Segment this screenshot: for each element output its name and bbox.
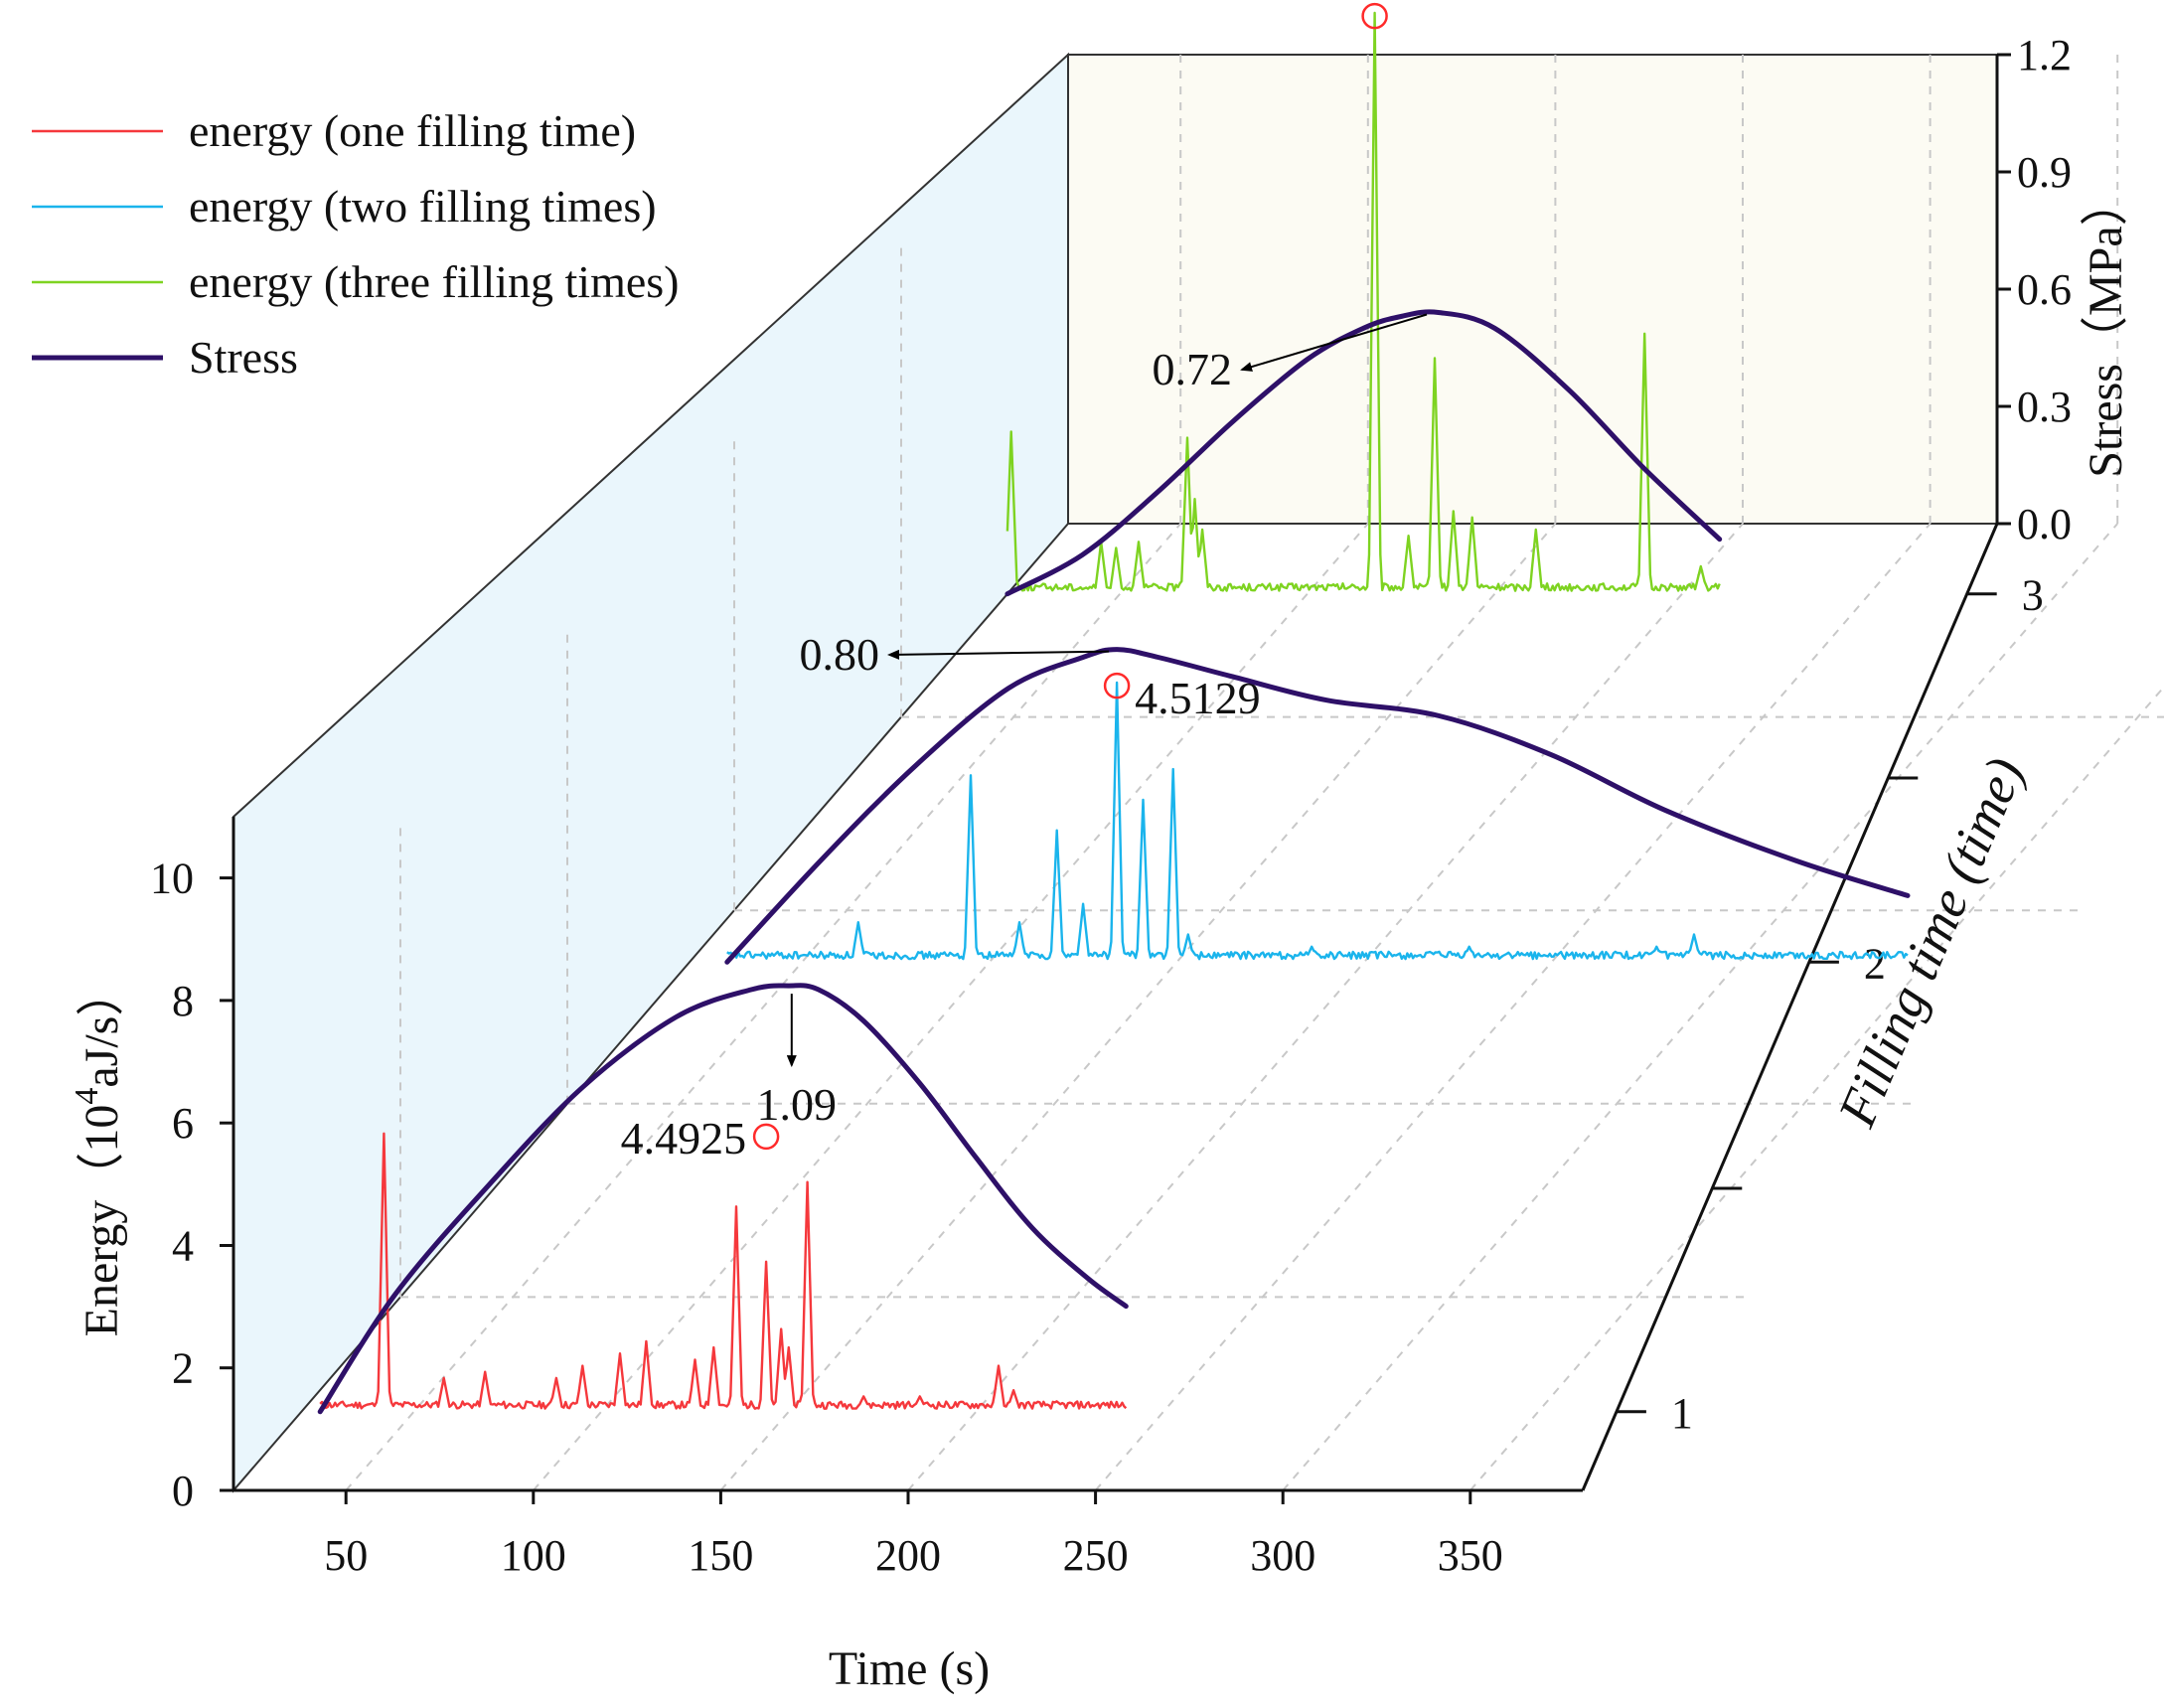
energy-tick-label: 6 [172, 1099, 194, 1148]
time-tick-label: 200 [875, 1531, 941, 1580]
stress-tick-label: 0.6 [2017, 265, 2072, 314]
time-tick-label: 150 [688, 1531, 753, 1580]
energy-peak-marker [1103, 672, 1131, 699]
stress-tick-label: 1.2 [2017, 31, 2072, 79]
stress-curve-filling-1 [317, 983, 1129, 1415]
energy-line-filling-2 [726, 681, 1909, 961]
legend-label: energy (three filling times) [189, 256, 680, 307]
filling-tick-label: 3 [2022, 571, 2044, 620]
energy-tick-label: 4 [172, 1222, 194, 1271]
energy-tick-label: 8 [172, 977, 194, 1025]
stress-peak-label: 1.09 [757, 1079, 838, 1130]
stress-ticks: 0.0 0.3 0.6 0.9 1.2 [1997, 31, 2072, 548]
x-axis-title: Time (s) [829, 1642, 990, 1695]
energy-axis-title-suffix: aJ/s） [76, 969, 128, 1088]
energy-line-filling-1 [319, 1132, 1128, 1410]
floor-gridline [533, 523, 1369, 1491]
time-tick-label: 300 [1250, 1531, 1315, 1580]
energy-axis-title: Energy（104aJ/s） [69, 969, 128, 1337]
floor-gridline [907, 523, 1744, 1491]
filling-axis-line [1581, 523, 1999, 1491]
stress-tick-label: 0.0 [2017, 500, 2072, 548]
time-tick-label: 250 [1063, 1531, 1129, 1580]
stress-curve-filling-2 [724, 647, 1911, 965]
energy-tick-label: 10 [150, 854, 194, 903]
legend-label: Stress [189, 332, 298, 383]
stress-curve-filling-3 [1005, 309, 1723, 597]
energy-tick-label: 0 [172, 1467, 194, 1515]
legend-label: energy (one filling time) [189, 105, 636, 156]
stress-peak-arrow [1240, 313, 1428, 372]
floor-gridline [1469, 685, 2164, 1491]
energy-peak-marker [752, 1123, 780, 1151]
filling-tick-label: 2 [1864, 939, 1886, 988]
time-ticks: 50 100 150 200 250 300 350 [324, 1490, 1503, 1580]
time-tick-label: 100 [501, 1531, 566, 1580]
filling-ticks: 1 2 3 [1616, 571, 2044, 1438]
back-wall [1067, 54, 1998, 525]
filling-axis-title: Filling time (time) [1826, 749, 2035, 1136]
energy-axis-title-prefix: Energy（10 [76, 1105, 128, 1337]
energy-peak-label: 4.5129 [1135, 673, 1261, 723]
floor-gridline [1282, 523, 2118, 1491]
stress-tick-label: 0.3 [2017, 383, 2072, 431]
stress-peak-arrow [887, 649, 1110, 660]
filling-tick-label: 1 [1671, 1389, 1693, 1438]
energy-line-filling-3 [1005, 11, 1721, 592]
energy-peak-marker [1361, 2, 1388, 30]
floor-gridline [345, 523, 1181, 1491]
energy-tick-label: 2 [172, 1344, 194, 1393]
energy-peak-label: 4.4925 [621, 1113, 747, 1164]
time-tick-label: 50 [324, 1531, 368, 1580]
stress-tick-label: 0.9 [2017, 148, 2072, 197]
floor-gridline [1094, 523, 1932, 1491]
stress-peak-label: 0.72 [1153, 344, 1233, 394]
grid-lines [345, 55, 2164, 1491]
stress-axis-title: Stress（MPa） [2080, 178, 2132, 477]
energy-axis-title-sup: 4 [69, 1088, 105, 1105]
energy-ticks: 0 2 4 6 8 10 [150, 854, 233, 1515]
floor-gridline [719, 523, 1557, 1491]
time-tick-label: 350 [1438, 1531, 1503, 1580]
legend: energy (one filling time) energy (two fil… [32, 105, 680, 383]
stress-peak-label: 0.80 [800, 629, 880, 680]
legend-label: energy (two filling times) [189, 181, 657, 232]
